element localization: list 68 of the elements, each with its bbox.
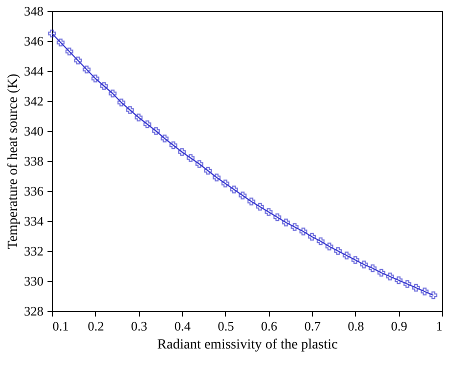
- y-tick-label: 334: [24, 214, 44, 228]
- point: [334, 247, 342, 255]
- point: [325, 242, 334, 250]
- x-tick-label: 0.7: [304, 318, 322, 334]
- point: [169, 141, 178, 150]
- point: [178, 148, 186, 156]
- point: [386, 272, 394, 280]
- point: [412, 284, 420, 292]
- point: [316, 237, 325, 246]
- point: [238, 192, 247, 200]
- point: [221, 180, 230, 188]
- y-tick-label: 336: [24, 184, 44, 198]
- x-tick-label: 0.6: [261, 318, 278, 334]
- x-tick-label: 1: [436, 318, 442, 334]
- x-tick-label: 0.4: [174, 318, 192, 334]
- y-tick-label: 348: [24, 4, 44, 18]
- point: [117, 98, 126, 106]
- point: [91, 74, 100, 82]
- y-tick-label: 332: [24, 244, 44, 258]
- point: [100, 82, 108, 90]
- point: [299, 228, 308, 236]
- point: [126, 106, 134, 114]
- point: [360, 260, 368, 268]
- point: [420, 288, 429, 296]
- x-tick-label: 0.3: [131, 318, 148, 334]
- y-tick-label: 330: [24, 274, 44, 288]
- point: [152, 127, 160, 135]
- point: [308, 232, 316, 241]
- point: [429, 291, 438, 300]
- x-tick-label: 0.2: [88, 318, 104, 334]
- point: [264, 208, 273, 216]
- y-tick-label: 340: [24, 124, 44, 138]
- point: [56, 38, 65, 46]
- point: [186, 154, 195, 162]
- point: [403, 280, 412, 288]
- point: [256, 202, 264, 211]
- point: [377, 268, 386, 277]
- point: [394, 276, 403, 284]
- point: [368, 264, 377, 272]
- x-axis-title: Radiant emissivity of the plastic: [157, 338, 338, 352]
- x-tick-label: 0.8: [348, 318, 364, 334]
- y-tick-label: 328: [24, 304, 44, 318]
- point: [134, 114, 143, 122]
- y-tick-label: 338: [24, 154, 44, 168]
- point: [65, 48, 74, 56]
- point: [195, 160, 204, 168]
- point: [143, 120, 152, 128]
- point: [273, 213, 282, 222]
- point: [82, 66, 91, 74]
- point: [204, 166, 212, 175]
- point: [342, 252, 351, 260]
- y-axis-title: Temperature of heat source (K): [6, 73, 21, 250]
- x-tick-label: 0.1: [52, 318, 69, 334]
- point: [108, 90, 117, 98]
- point: [230, 186, 238, 194]
- point: [48, 30, 56, 38]
- y-tick-label: 342: [24, 94, 44, 108]
- y-tick-label: 346: [24, 34, 44, 48]
- point: [290, 223, 299, 231]
- x-tick-label: 0.9: [391, 318, 408, 334]
- point: [212, 174, 221, 182]
- point: [247, 198, 256, 206]
- point: [351, 256, 360, 264]
- point: [74, 56, 82, 64]
- point: [282, 218, 290, 226]
- y-tick-label: 344: [24, 64, 44, 78]
- point: [160, 134, 169, 142]
- x-tick-label: 0.5: [218, 318, 234, 334]
